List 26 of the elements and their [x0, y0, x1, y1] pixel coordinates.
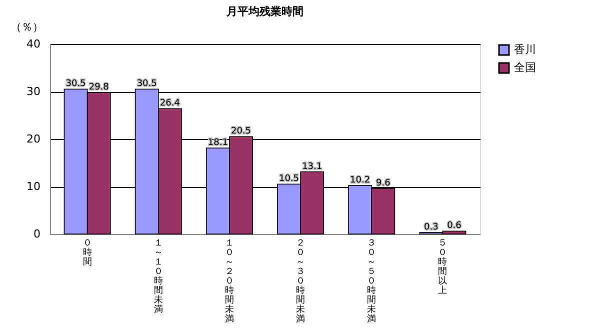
y-tick-label: 20 [26, 132, 40, 146]
y-axis-title: （％） [10, 20, 44, 34]
data-label: 10.2 [350, 176, 370, 186]
data-label: 13.1 [302, 162, 322, 172]
category-label: ２０～３０時間未満 [296, 238, 306, 324]
category-label: ３０～５０時間未満 [367, 238, 376, 324]
data-label: 30.5 [66, 79, 86, 90]
x-tick-label: １～１０時間未満 [154, 238, 163, 315]
chart-title: 月平均残業時間 [226, 5, 304, 18]
y-tick-label: 40 [26, 38, 40, 50]
data-label: 10.5 [278, 174, 300, 184]
x-tick-label: ０時間 [82, 238, 92, 268]
y-tick-label: 30 [26, 85, 40, 98]
legend-label: 全国 [514, 61, 536, 74]
data-label: 26.4 [160, 98, 180, 109]
data-label: 0.3 [424, 222, 438, 233]
data-label: 29.8 [88, 82, 110, 92]
y-tick-label: 10 [26, 180, 40, 193]
legend-label: 香川 [514, 43, 536, 56]
data-label: 9.6 [376, 178, 391, 188]
category-label: １０～２０時間未満 [224, 238, 234, 324]
y-tick-label: 0 [34, 228, 40, 240]
data-label: 30.5 [136, 79, 157, 90]
data-label: 0.6 [447, 221, 462, 232]
data-label: 20.5 [230, 126, 252, 137]
x-tick-label: ５０時間以上 [438, 238, 448, 296]
